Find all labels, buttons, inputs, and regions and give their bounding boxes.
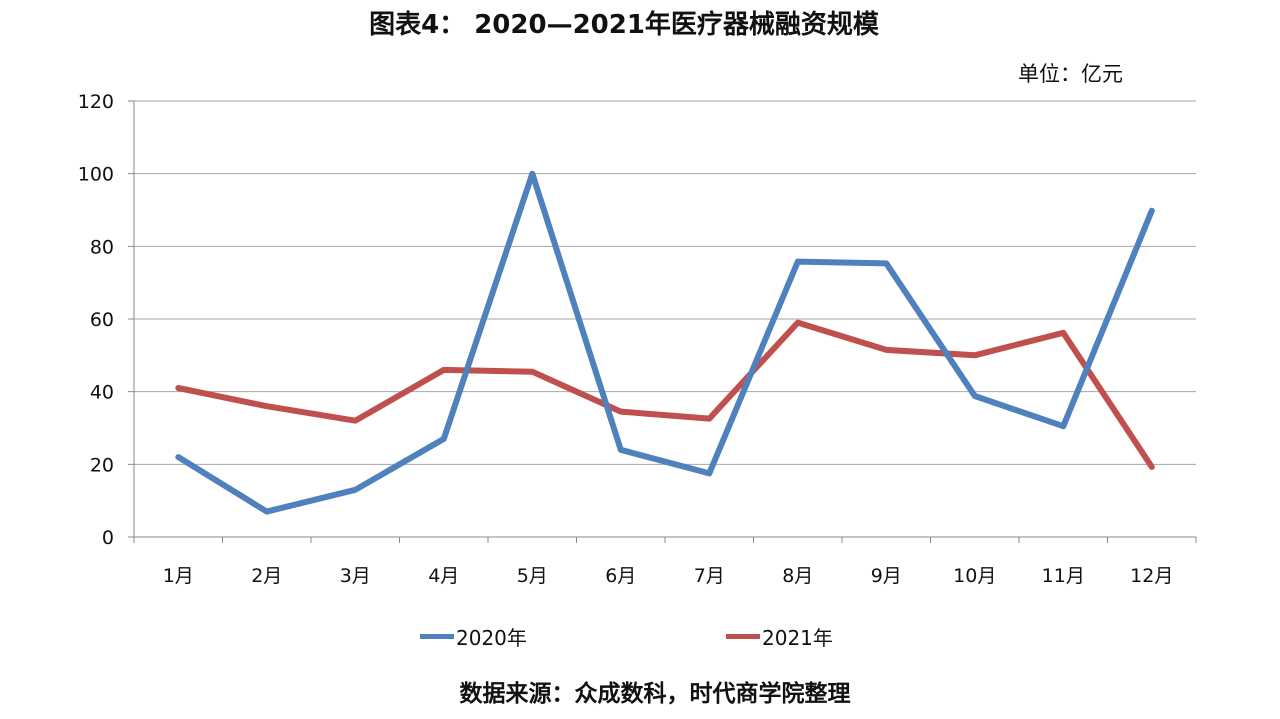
y-tick-label: 80	[90, 236, 114, 258]
x-tick-label: 2月	[251, 565, 282, 587]
legend-item-2021: 2021年	[726, 622, 833, 651]
y-tick-label: 120	[78, 91, 114, 113]
x-tick-label: 9月	[871, 565, 902, 587]
x-tick-label: 5月	[517, 565, 548, 587]
x-tick-label: 1月	[163, 565, 194, 587]
legend-swatch-2020	[420, 634, 454, 639]
x-tick-label: 12月	[1130, 565, 1173, 587]
x-tick-label: 11月	[1042, 565, 1085, 587]
legend-item-2020: 2020年	[420, 622, 527, 651]
unit-label: 单位：亿元	[1018, 62, 1123, 86]
legend-label-2020: 2020年	[456, 626, 527, 650]
y-tick-label: 60	[90, 309, 114, 331]
x-tick-labels: 1月 2月 3月 4月 5月 6月 7月 8月 9月 10月 11月 12月	[163, 565, 1174, 587]
y-tick-label: 0	[102, 527, 114, 549]
x-tick-label: 4月	[428, 565, 459, 587]
x-tick-label: 6月	[605, 565, 636, 587]
series-line-2021	[175, 319, 1155, 470]
y-tick-label: 40	[90, 382, 114, 404]
x-tick-label: 10月	[953, 565, 996, 587]
legend-swatch-2021	[726, 634, 760, 639]
series-line-2020	[175, 170, 1155, 515]
legend-label-2021: 2021年	[762, 626, 833, 650]
y-tick-labels: 0 20 40 60 80 100 120	[78, 91, 114, 549]
x-tick-label: 8月	[782, 565, 813, 587]
chart-title: 图表4： 2020—2021年医疗器械融资规模	[369, 10, 879, 40]
source-note: 数据来源：众成数科，时代商学院整理	[459, 681, 851, 707]
x-tick-label: 7月	[694, 565, 725, 587]
y-tick-label: 100	[78, 164, 114, 186]
x-tick-label: 3月	[340, 565, 371, 587]
axes	[128, 100, 1197, 543]
series-lines	[175, 170, 1155, 515]
y-tick-label: 20	[90, 454, 114, 476]
